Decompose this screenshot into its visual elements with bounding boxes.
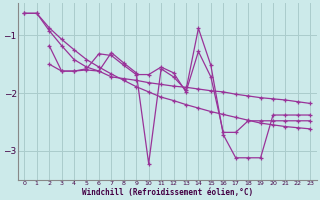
X-axis label: Windchill (Refroidissement éolien,°C): Windchill (Refroidissement éolien,°C) bbox=[82, 188, 253, 197]
